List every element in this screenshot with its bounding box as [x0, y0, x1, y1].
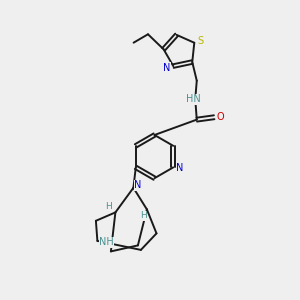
- Text: N: N: [176, 163, 184, 173]
- Text: N: N: [163, 63, 170, 73]
- Text: S: S: [198, 36, 204, 46]
- Text: N: N: [134, 180, 142, 190]
- Text: H: H: [105, 202, 112, 211]
- Text: O: O: [216, 112, 224, 122]
- Text: NH: NH: [99, 237, 114, 248]
- Text: H: H: [140, 212, 147, 220]
- Text: HN: HN: [186, 94, 201, 104]
